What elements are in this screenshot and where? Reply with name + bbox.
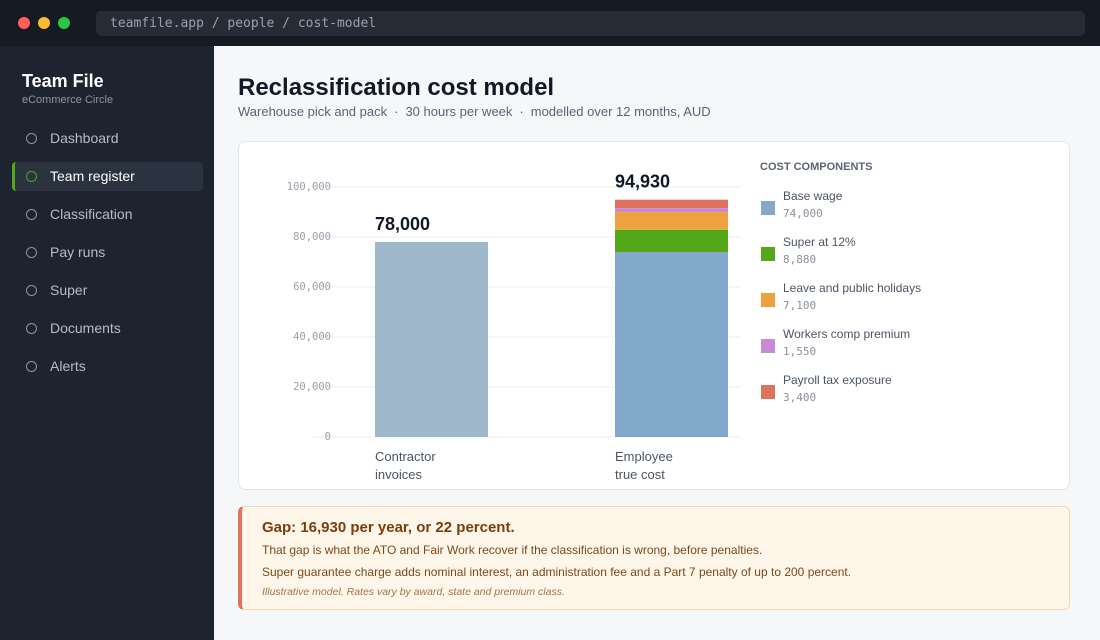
x-tick-label: Employee true cost [615,449,673,482]
legend-name: Payroll tax exposure [783,373,892,387]
bar-segment [615,212,728,230]
nav-label: Dashboard [50,130,119,146]
y-tick-label: 0 [325,431,331,443]
nav-item[interactable]: Dashboard [12,124,203,153]
legend-name: Leave and public holidays [783,281,922,295]
alert-line: Super guarantee charge adds nominal inte… [262,565,852,579]
bar-segment [615,252,728,437]
legend-value: 7,100 [783,299,817,312]
legend-swatch [761,339,775,353]
nav-item[interactable]: Documents [12,314,203,343]
close-button[interactable] [18,17,30,29]
nav-item[interactable]: Classification [12,200,203,229]
nav-label: Alerts [50,358,86,374]
nav-item[interactable]: Pay runs [12,238,203,267]
legend-name: Super at 12% [783,235,856,249]
y-tick-label: 100,000 [287,181,331,193]
alert-title: Gap: 16,930 per year, or 22 percent. [262,519,515,536]
nav-icon [26,285,37,296]
bar-segment [615,229,728,252]
legend-value: 3,400 [783,391,817,404]
y-tick-label: 80,000 [293,231,331,243]
browser-bar: teamfile.app / people / cost-model [0,0,1100,46]
bar [375,242,488,437]
separator: · [519,104,524,119]
nav-icon [26,171,37,182]
chart-card: 0 20,000 40,000 60,000 80,000 100,000 78,000 94… [238,141,1070,490]
legend-name: Workers comp premium [783,327,911,341]
legend-swatch [761,293,775,307]
legend-value: 74,000 [783,207,823,220]
subtitle: Warehouse pick and pack · 30 hours per wee… [238,104,711,119]
y-tick-label: 40,000 [293,331,331,343]
legend-name: Base wage [783,189,843,203]
y-tick-label: 20,000 [293,381,331,393]
org-name: eCommerce Circle [22,94,114,106]
nav-icon [26,361,37,372]
nav-icon [26,133,37,144]
nav-item[interactable]: Alerts [12,352,203,381]
total-label: 94,930 [615,171,670,191]
x-tick-label: Contractor invoices [375,449,436,482]
nav-icon [26,323,37,334]
bar-segment [615,199,728,209]
y-tick-label: 60,000 [293,281,331,293]
legend-value: 8,880 [783,253,817,266]
minimize-button[interactable] [38,17,50,29]
total-label: 78,000 [375,214,430,234]
chart: 0 20,000 40,000 60,000 80,000 100,000 78,000 94… [287,171,741,443]
legend-swatch [761,247,775,261]
nav-label: Pay runs [50,244,106,260]
legend-title: COST COMPONENTS [760,161,873,173]
bar-segment [615,208,728,213]
maximize-button[interactable] [58,17,70,29]
separator: · [394,104,399,119]
alert-line: That gap is what the ATO and Fair Work r… [262,543,763,557]
alert-note: Illustrative model. Rates vary by award,… [262,586,565,598]
legend-value: 1,550 [783,345,817,358]
nav-label: Classification [50,206,133,222]
legend-swatch [761,385,775,399]
sidebar: Team File eCommerce Circle Dashboard Team… [0,46,214,640]
subtitle-part: modelled over 12 months, AUD [530,104,711,119]
gap-alert: Gap: 16,930 per year, or 22 percent. Ill… [238,506,1070,610]
page-title: Reclassification cost model [238,74,555,101]
nav-icon [26,247,37,258]
nav-label: Super [50,282,88,298]
legend-swatch [761,201,775,215]
brand: Team File [22,71,104,91]
nav-item[interactable]: Team register [12,162,203,191]
nav-label: Team register [50,168,135,184]
subtitle-part: Warehouse pick and pack [238,104,388,119]
nav-label: Documents [50,320,121,336]
address-bar[interactable]: teamfile.app / people / cost-model [96,11,1085,36]
nav-item[interactable]: Super [12,276,203,305]
nav-icon [26,209,37,220]
subtitle-part: 30 hours per week [405,104,513,119]
